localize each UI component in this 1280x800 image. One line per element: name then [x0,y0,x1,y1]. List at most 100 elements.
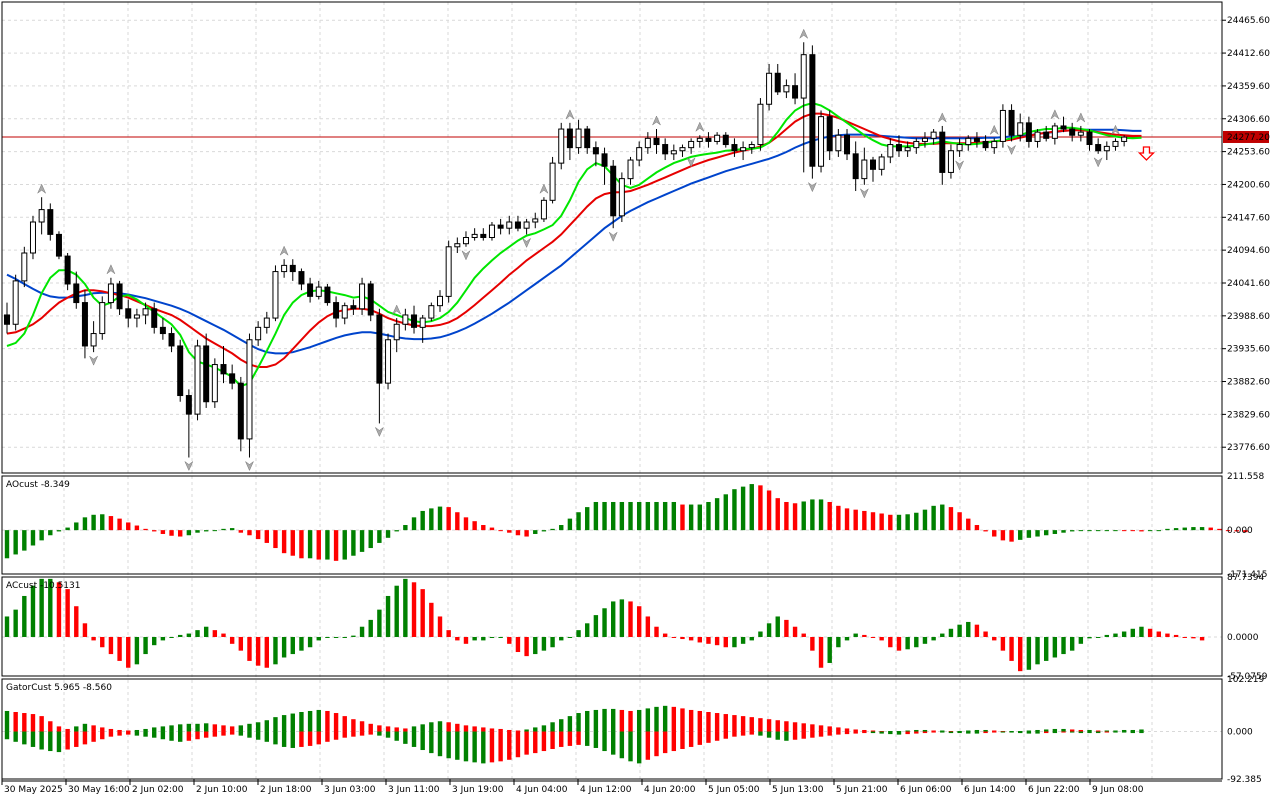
gator-lower-bar [212,731,218,737]
ao-bar [359,530,365,552]
gator-lower-bar [922,731,928,734]
candle-body [90,333,97,347]
gator-lower-bar [82,731,88,745]
ac-bar [524,636,529,657]
fractal-down-marker [954,160,965,171]
gator-upper-bar [1121,729,1127,732]
candle [1086,129,1093,151]
ao-bar [48,530,53,536]
ao-bar [853,509,858,531]
candle [359,277,366,315]
gator-upper-bar [714,713,720,732]
candle-body [177,345,184,397]
ac-bar [1018,636,1023,672]
ao-bar [1035,530,1040,537]
gator-lower-bar [1035,731,1040,734]
gator-upper-bar [766,719,772,732]
ac-bar [1130,628,1135,637]
candle [81,290,88,359]
gator-lower-bar [576,731,581,745]
gator-upper-bar [437,721,443,732]
candle [211,358,218,408]
ao-bar [203,530,209,532]
ac-bar [1139,626,1144,637]
ao-bar [152,530,157,532]
gator-lower-bar [611,731,616,755]
gator-lower-bar [697,731,702,745]
gator-upper-bar [39,716,44,732]
ac-bar [1052,636,1058,658]
ao-bar [818,499,824,531]
gator-upper-bar [957,731,962,733]
gator-lower-bar [1121,731,1127,733]
ac-bar [178,634,183,637]
gator-upper-bar [585,710,590,732]
gator-upper-bar [940,730,945,732]
gator-upper-bar [281,715,287,732]
gator-upper-bar [974,729,980,732]
candle-body [1112,140,1119,147]
fractal-down-marker [521,237,532,249]
ac-bar [1009,636,1014,661]
gator-upper-bar [948,731,954,733]
gator-lower-bar [30,731,36,747]
ac-bar [654,626,659,637]
ac-bar [1044,636,1049,661]
ac-bar [385,595,391,637]
ao-bar [489,527,495,531]
panel-tick-label: 211.558 [1227,472,1264,482]
gator-lower-bar [931,731,936,733]
candle-body [38,209,45,223]
candle [887,138,894,164]
ac-bar [82,623,88,637]
candle [454,237,461,253]
gator-upper-bar [775,720,780,732]
ao-bar [1156,530,1161,532]
gator-lower-bar [810,731,815,738]
gator-upper-bar [299,711,304,732]
gator-upper-bar [992,730,997,732]
ao-bar [992,530,997,537]
ao-bar [662,501,668,531]
candle [480,228,487,241]
candle [367,280,374,322]
gator-upper-bar [654,706,659,732]
candle [861,147,868,185]
candle [341,302,348,325]
ac-bar [931,636,936,641]
fractal-up-marker [565,109,575,120]
candle-body [1034,131,1041,142]
ac-bar [853,633,858,637]
gator-panel[interactable] [4,705,1144,764]
time-tick-label: 3 Jun 19:00 [452,785,504,795]
candle [185,389,192,458]
candle [514,215,521,232]
gator-lower-bar [818,731,824,737]
ao-panel[interactable] [4,484,1248,561]
candle [774,63,781,95]
ac-bar [48,578,53,637]
gator-upper-bar [368,723,373,732]
gator-upper-bar [212,724,218,732]
price-panel[interactable] [2,28,1222,472]
gator-lower-bar [446,731,451,759]
candle-body [480,233,487,239]
gator-lower-bar [368,731,373,735]
gator-upper-bar [879,731,884,733]
candle-body [315,286,322,297]
price-tick-label: 24041.60 [1227,279,1270,289]
candle-body [1069,128,1076,136]
ao-bar [740,486,746,531]
gator-upper-bar [143,728,148,732]
candle [1112,138,1119,151]
gator-upper-bar [1026,730,1032,732]
ac-bar [585,623,590,637]
candle-body [523,221,530,229]
candle-body [107,283,114,304]
candle [1034,129,1041,148]
gator-lower-bar [888,731,893,735]
ac-panel[interactable] [4,578,1205,672]
ac-bar [100,636,105,648]
gator-lower-bar [481,731,486,764]
